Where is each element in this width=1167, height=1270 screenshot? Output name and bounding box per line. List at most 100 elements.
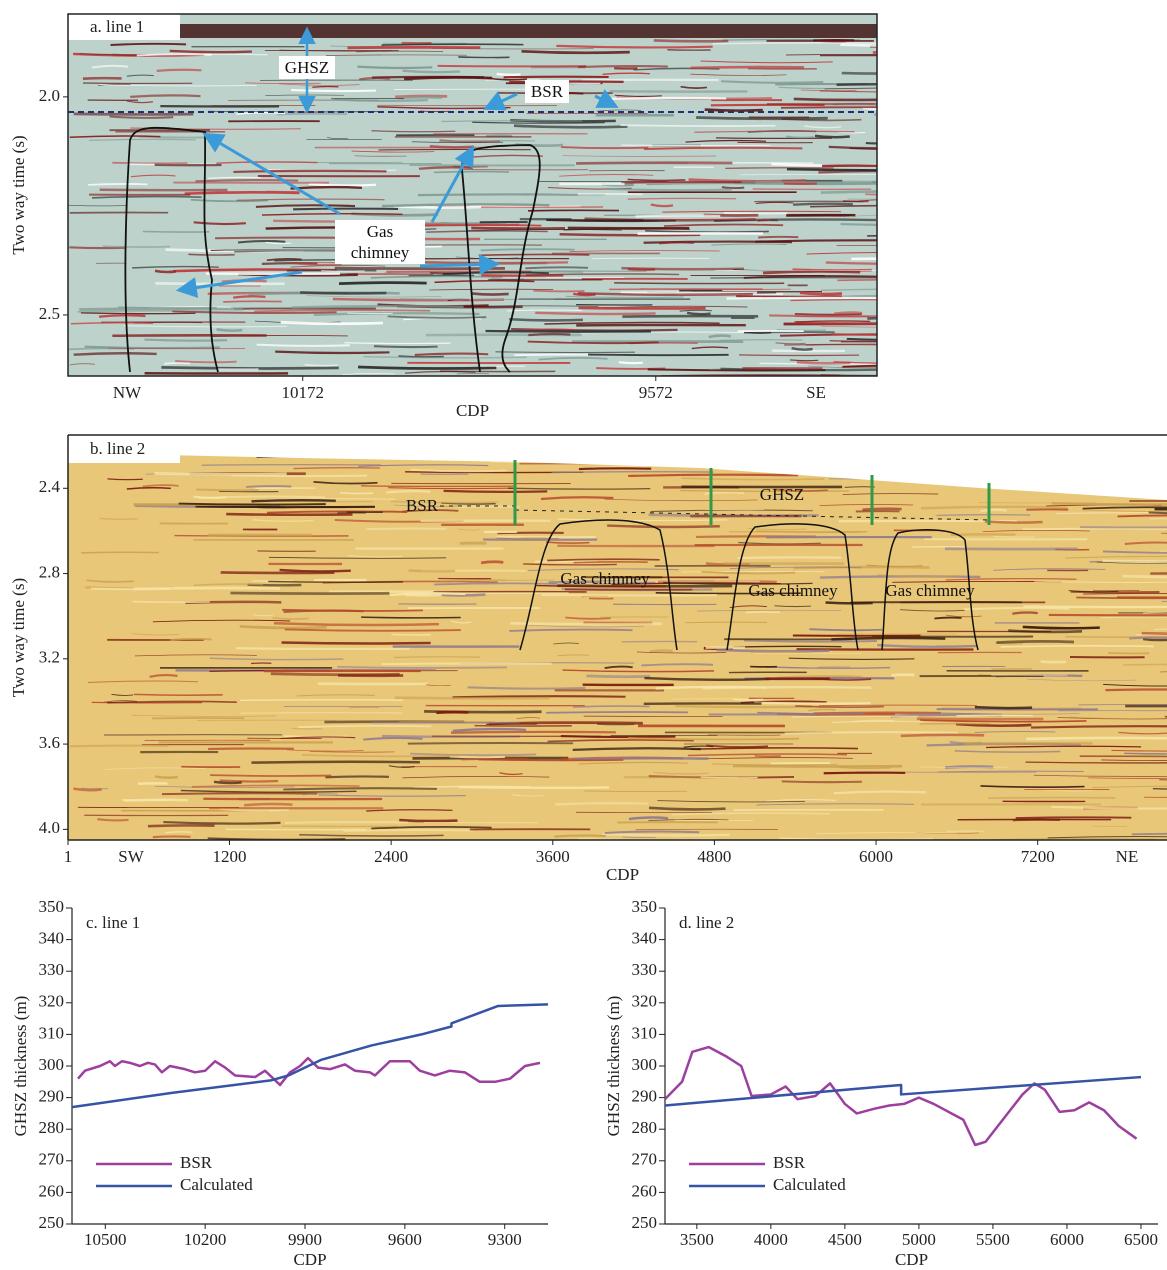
reflector [744, 332, 835, 333]
reflector [450, 757, 505, 758]
reflector [497, 537, 596, 538]
reflector [705, 110, 763, 111]
reflector [103, 246, 170, 247]
direction-label: SW [118, 847, 144, 866]
reflector [374, 346, 438, 347]
reflector [1144, 797, 1167, 798]
reflector [137, 54, 212, 55]
reflector [650, 651, 673, 652]
reflector [434, 172, 509, 173]
reflector [586, 676, 650, 677]
reflector [386, 491, 430, 492]
reflector [1132, 834, 1167, 835]
reflector [378, 149, 530, 150]
reflector [1023, 627, 1100, 628]
reflector [217, 329, 243, 330]
reflector [81, 552, 159, 553]
reflector [497, 74, 521, 75]
y-tick-label: 290 [632, 1087, 658, 1106]
reflector [292, 306, 464, 307]
reflector [361, 486, 516, 487]
annotation-box: BSR [392, 495, 452, 545]
annotation-wrap: BSR [392, 495, 452, 516]
reflector [170, 51, 252, 52]
reflector [800, 293, 842, 294]
reflector [486, 331, 651, 332]
reflector [325, 776, 389, 777]
reflector [125, 800, 188, 801]
annotation: Gas chimney [335, 220, 425, 264]
reflector [736, 296, 842, 297]
reflector [591, 258, 709, 259]
reflector [97, 819, 128, 820]
reflector [479, 254, 590, 255]
reflector [620, 125, 775, 126]
x-tick-label: 4800 [697, 847, 731, 866]
reflector [1105, 690, 1167, 691]
annotation-box: GHSZ [747, 484, 817, 534]
reflector [233, 296, 265, 297]
reflector [725, 168, 833, 169]
x-tick-label: 1200 [213, 847, 247, 866]
annotation-wrap: Gas chimney [885, 580, 975, 601]
reflector [635, 216, 720, 217]
reflector [441, 223, 507, 224]
reflector [144, 340, 227, 341]
seafloor-reflector [180, 24, 877, 38]
reflector [196, 506, 375, 507]
x-tick-label: 4500 [828, 1230, 862, 1249]
reflector [588, 355, 729, 356]
annotation-box: BSR [507, 80, 587, 130]
reflector [339, 283, 427, 284]
reflector [214, 782, 242, 783]
reflector [533, 291, 584, 292]
y-tick-label: 260 [632, 1181, 658, 1200]
reflector [154, 473, 286, 474]
reflector [621, 268, 744, 269]
reflector [509, 319, 583, 320]
reflector [1118, 515, 1167, 516]
y-tick-label: 250 [39, 1213, 65, 1232]
figure: a. line 12.02.5101729572NWSECDPTwo way t… [0, 0, 1167, 1270]
reflector [408, 743, 573, 744]
reflector [1008, 631, 1082, 632]
reflector [574, 758, 708, 759]
x-tick-label: 6000 [859, 847, 893, 866]
line-series [72, 1004, 548, 1107]
reflector [850, 148, 962, 149]
reflector [143, 231, 209, 232]
reflector [722, 187, 744, 188]
y-tick-label: 290 [39, 1087, 65, 1106]
reflector [793, 204, 853, 205]
y-axis-label: GHSZ thickness (m) [11, 996, 30, 1137]
y-tick-label: 320 [39, 992, 65, 1011]
x-tick-label: 3600 [536, 847, 570, 866]
reflector [275, 352, 389, 353]
reflector [834, 362, 956, 364]
line-series [78, 1058, 540, 1085]
reflector [273, 618, 309, 619]
reflector [847, 339, 947, 340]
reflector [993, 537, 1035, 538]
reflector [74, 114, 194, 115]
y-tick-label: 300 [39, 1055, 65, 1074]
reflector [579, 468, 651, 469]
legend-label: Calculated [773, 1175, 846, 1194]
reflector [251, 762, 419, 763]
reflector [285, 822, 408, 823]
reflector [792, 348, 813, 349]
annotation-wrap: Gas chimney [560, 568, 650, 589]
reflector [691, 67, 804, 68]
reflector [818, 171, 937, 172]
reflector [134, 694, 223, 695]
reflector [831, 638, 945, 639]
reflector [528, 334, 570, 335]
reflector [1022, 529, 1167, 530]
reflector [901, 735, 984, 736]
y-tick-label: 340 [632, 929, 658, 948]
reflector [866, 143, 909, 144]
annotation-box: Gas chimney [560, 568, 650, 618]
reflector [701, 777, 758, 778]
reflector [733, 766, 902, 767]
reflector [471, 228, 565, 229]
